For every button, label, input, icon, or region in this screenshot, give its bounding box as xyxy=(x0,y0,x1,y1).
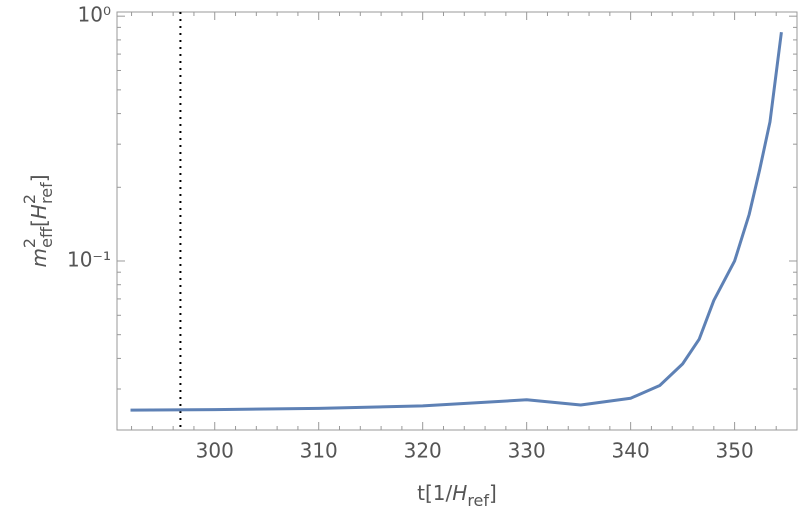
x-tick-label: 300 xyxy=(196,439,234,463)
x-tick-label: 310 xyxy=(300,439,338,463)
x-tick-label: 330 xyxy=(508,439,546,463)
y-tick-label: 10⁰ xyxy=(78,3,111,27)
data-line xyxy=(130,32,783,412)
y-axis-label: m2eff[H2ref] xyxy=(20,174,56,267)
y-tick-label: 10⁻¹ xyxy=(67,247,111,271)
x-tick-label: 350 xyxy=(716,439,754,463)
x-axis-label: t[1/Href] xyxy=(417,481,497,510)
x-tick-label: 320 xyxy=(404,439,442,463)
x-tick-label: 340 xyxy=(612,439,650,463)
plot-frame xyxy=(116,11,798,431)
